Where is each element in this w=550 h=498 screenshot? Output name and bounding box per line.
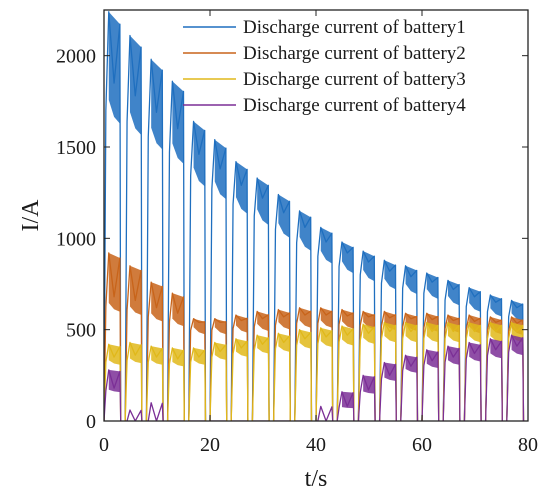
- ticks-layer: 0 20 40 60 80 0 500 1000 1500 2000: [56, 10, 538, 456]
- pulse-band-battery4: [384, 362, 396, 381]
- legend-entry-battery3: Discharge current of battery3: [183, 69, 466, 90]
- series-battery1: [104, 11, 525, 421]
- series-battery3: [104, 321, 525, 421]
- legend-entry-battery4: Discharge current of battery4: [183, 95, 466, 116]
- y-tick-label: 1000: [56, 228, 96, 250]
- pulse-band-battery1: [108, 11, 120, 124]
- y-tick-label: 2000: [56, 46, 96, 68]
- x-tick-label: 60: [412, 434, 432, 456]
- x-tick-label: 40: [306, 434, 326, 456]
- legend-label-battery3: Discharge current of battery3: [243, 69, 466, 90]
- series-layer: [104, 11, 525, 421]
- pulse-band-battery2: [129, 265, 142, 315]
- pulse-band-battery2: [108, 252, 120, 312]
- legend: Discharge current of battery1 Discharge …: [183, 17, 466, 116]
- series-line-battery3: [104, 321, 525, 421]
- series-line-battery2: [104, 252, 525, 421]
- x-tick-label: 80: [518, 434, 538, 456]
- pulse-band-battery4: [363, 375, 375, 394]
- series-battery2: [104, 252, 525, 421]
- series-line-battery1: [104, 11, 525, 421]
- legend-label-battery4: Discharge current of battery4: [243, 95, 466, 116]
- series-battery4: [104, 334, 525, 421]
- legend-entry-battery2: Discharge current of battery2: [183, 43, 466, 64]
- y-tick-label: 0: [86, 411, 96, 433]
- x-tick-label: 0: [99, 434, 109, 456]
- x-axis-label: t/s: [305, 466, 328, 492]
- x-tick-label: 20: [200, 434, 220, 456]
- y-axis-label: I/A: [18, 199, 44, 232]
- pulse-band-battery2: [214, 318, 226, 335]
- pulse-band-battery4: [108, 369, 120, 393]
- pulse-band-battery4: [341, 391, 354, 409]
- legend-label-battery2: Discharge current of battery2: [243, 43, 466, 64]
- pulse-band-battery2: [151, 282, 163, 322]
- legend-entry-battery1: Discharge current of battery1: [183, 17, 466, 38]
- y-tick-label: 500: [66, 320, 96, 342]
- y-tick-label: 1500: [56, 137, 96, 159]
- series-line-battery4: [104, 334, 525, 421]
- pulse-band-battery2: [193, 318, 205, 335]
- legend-label-battery1: Discharge current of battery1: [243, 17, 466, 38]
